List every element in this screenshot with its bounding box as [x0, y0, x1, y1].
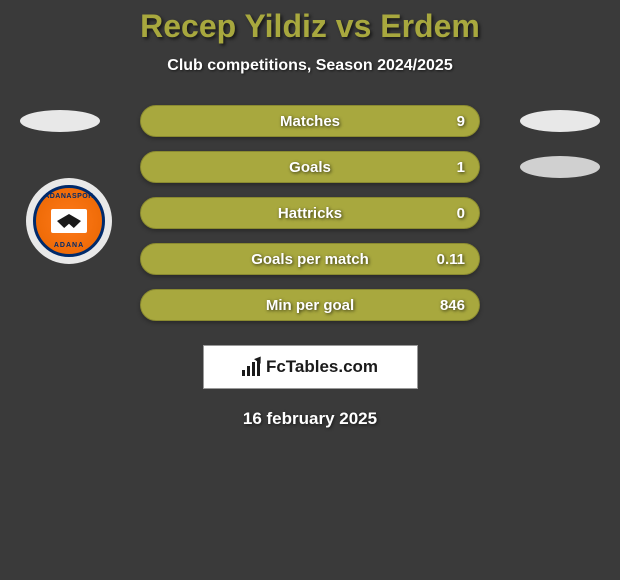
club-logo-adanaspor: ADANASPOR ADANA — [26, 178, 112, 264]
stat-value: 846 — [440, 297, 465, 314]
stat-label: Matches — [280, 113, 340, 130]
right-ellipse-placeholder — [520, 156, 600, 178]
eagle-icon — [57, 214, 81, 228]
stat-pill: Hattricks 0 — [140, 197, 480, 229]
stat-label: Min per goal — [266, 297, 354, 314]
left-ellipse-placeholder — [20, 110, 100, 132]
logo-top-text: ADANASPOR — [44, 193, 94, 200]
branding-box[interactable]: FcTables.com — [203, 345, 418, 389]
page-subtitle: Club competitions, Season 2024/2025 — [167, 57, 452, 75]
stat-label: Hattricks — [278, 205, 342, 222]
date-text: 16 february 2025 — [243, 409, 377, 429]
stat-value: 0.11 — [437, 251, 465, 268]
stat-pill: Min per goal 846 — [140, 289, 480, 321]
bar-chart-icon — [242, 358, 260, 376]
stat-value: 1 — [457, 159, 465, 176]
stat-value: 0 — [457, 205, 465, 222]
branding-text: FcTables.com — [266, 357, 378, 377]
stat-pill: Goals per match 0.11 — [140, 243, 480, 275]
stat-row-matches: Matches 9 — [0, 105, 620, 137]
stat-label: Goals per match — [251, 251, 369, 268]
stat-value: 9 — [457, 113, 465, 130]
stat-pill: Goals 1 — [140, 151, 480, 183]
stat-pill: Matches 9 — [140, 105, 480, 137]
stat-label: Goals — [289, 159, 331, 176]
logo-bottom-text: ADANA — [54, 242, 84, 249]
page-title: Recep Yildiz vs Erdem — [140, 8, 480, 45]
stat-row-mpg: Min per goal 846 — [0, 289, 620, 321]
right-ellipse-placeholder — [520, 110, 600, 132]
